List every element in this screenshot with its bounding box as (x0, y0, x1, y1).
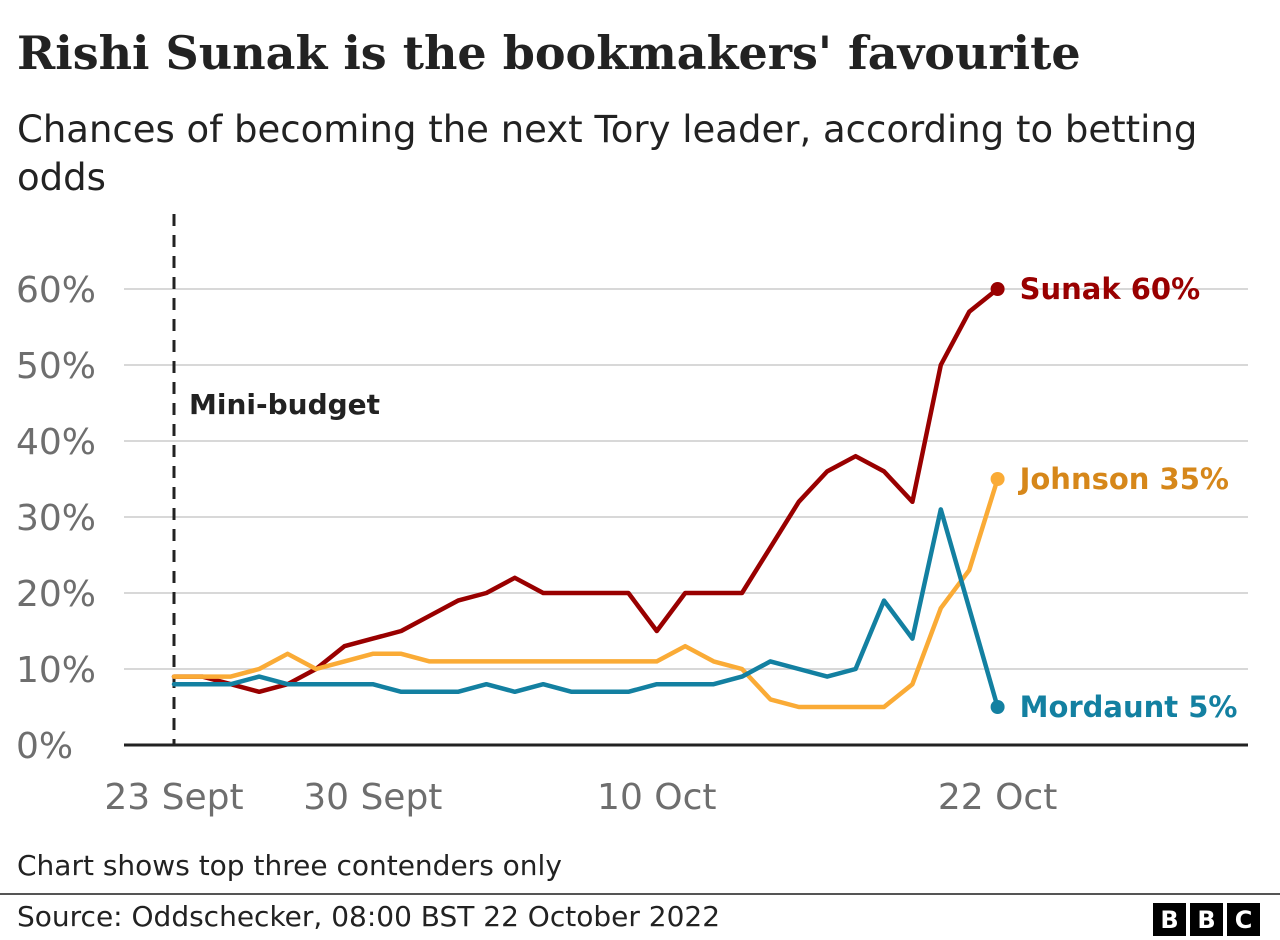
annotation-label: Mini-budget (189, 388, 380, 421)
y-tick-label: 0% (16, 726, 73, 767)
source-text: Source: Oddschecker, 08:00 BST 22 Octobe… (17, 900, 721, 933)
series-endpoint-mordaunt (990, 700, 1005, 714)
logo-letter: B (1153, 903, 1186, 936)
series-line-mordaunt (171, 507, 1000, 710)
y-tick-label: 30% (16, 498, 96, 539)
y-tick-label: 40% (16, 422, 96, 463)
y-tick-label: 60% (16, 270, 96, 311)
x-tick-label: 23 Sept (104, 777, 243, 818)
x-tick-label: 30 Sept (303, 777, 442, 818)
y-tick-label: 10% (16, 650, 96, 691)
line-chart: 0% 10% 20% 30% 40% 50% 60% Mini-budget 23 Sept… (16, 214, 1248, 818)
series-line-johnson (171, 476, 1000, 710)
footer-divider (0, 893, 1280, 895)
x-tick-label: 10 Oct (597, 777, 717, 818)
x-tick-label: 22 Oct (938, 777, 1058, 818)
series-lines (171, 282, 1005, 714)
chart-title: Rishi Sunak is the bookmakers' favourite (17, 26, 1081, 80)
series-endpoint-sunak (990, 282, 1005, 296)
series-labels: Sunak 60% Johnson 35% Mordaunt 5% (1018, 272, 1238, 724)
y-axis-ticks: 0% 10% 20% 30% 40% 50% 60% (16, 270, 96, 767)
series-label-mordaunt: Mordaunt 5% (1020, 690, 1238, 724)
annotation: Mini-budget (172, 214, 380, 745)
logo-letter: B (1190, 903, 1223, 936)
x-axis-ticks: 23 Sept 30 Sept 10 Oct 22 Oct (104, 777, 1057, 818)
chart-note: Chart shows top three contenders only (17, 849, 562, 882)
logo-letter: C (1227, 903, 1260, 936)
gridlines (124, 288, 1248, 670)
y-tick-label: 50% (16, 346, 96, 387)
y-tick-label: 20% (16, 574, 96, 615)
chart-subtitle: Chances of becoming the next Tory leader… (17, 108, 1198, 199)
series-endpoint-johnson (990, 472, 1005, 486)
series-line-sunak (171, 286, 1000, 695)
series-label-sunak: Sunak 60% (1020, 272, 1201, 306)
series-label-johnson: Johnson 35% (1018, 462, 1229, 496)
bbc-logo: B B C (1153, 903, 1260, 936)
